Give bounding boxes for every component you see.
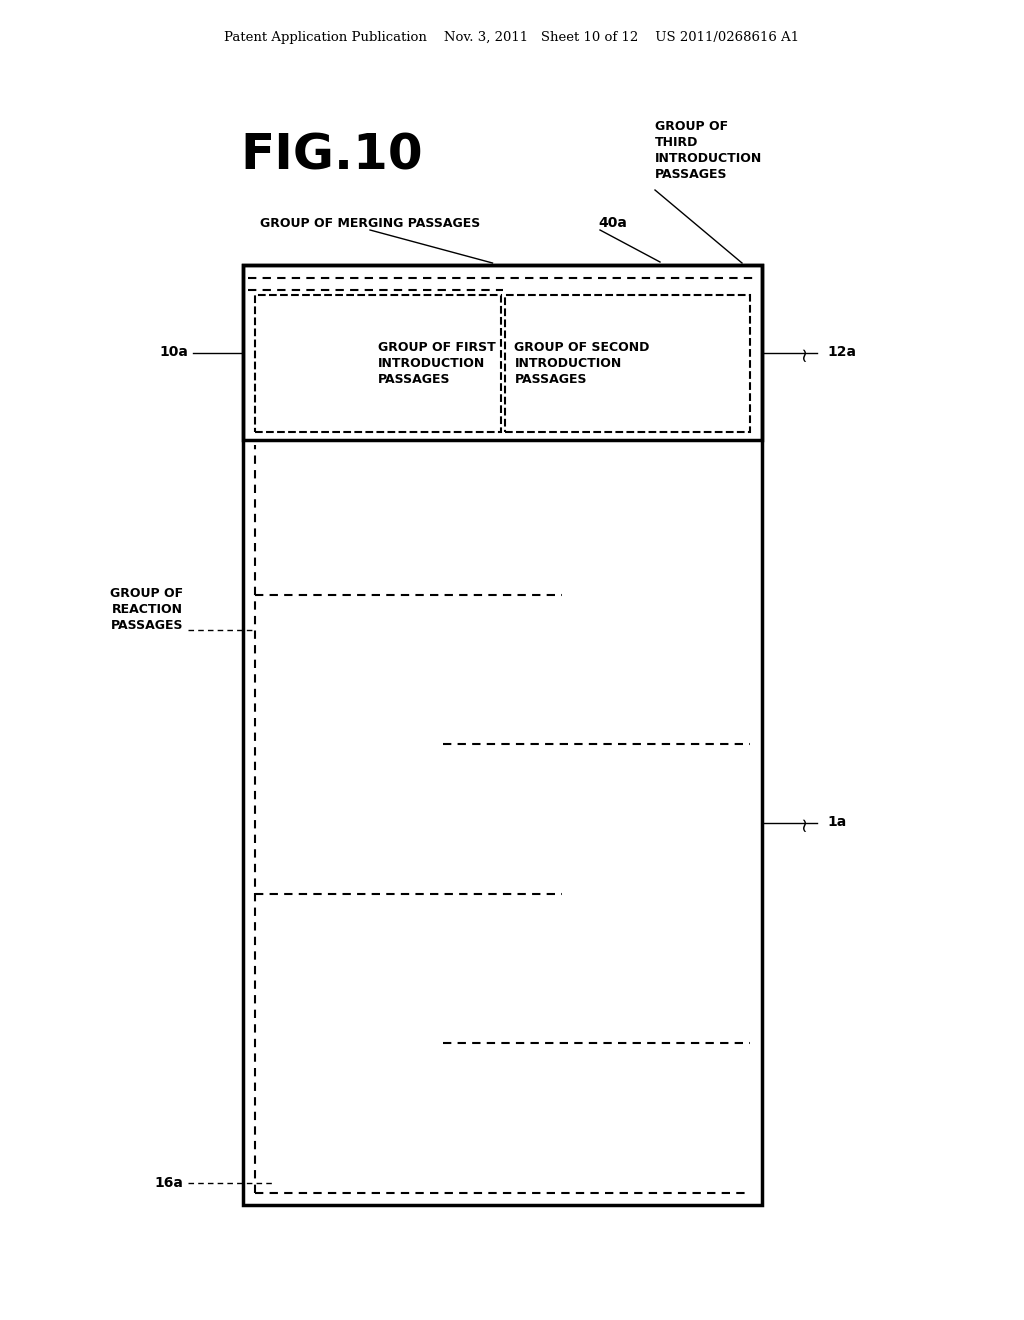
- Text: 16a: 16a: [155, 1176, 183, 1191]
- Text: 1a: 1a: [827, 816, 846, 829]
- Text: GROUP OF SECOND
INTRODUCTION
PASSAGES: GROUP OF SECOND INTRODUCTION PASSAGES: [514, 341, 650, 385]
- Text: 40a: 40a: [598, 216, 627, 230]
- Text: Patent Application Publication    Nov. 3, 2011   Sheet 10 of 12    US 2011/02686: Patent Application Publication Nov. 3, 2…: [224, 32, 800, 45]
- Text: GROUP OF FIRST
INTRODUCTION
PASSAGES: GROUP OF FIRST INTRODUCTION PASSAGES: [378, 341, 496, 385]
- Bar: [255, 294, 501, 432]
- Bar: [243, 265, 762, 440]
- Text: GROUP OF MERGING PASSAGES: GROUP OF MERGING PASSAGES: [260, 216, 480, 230]
- Text: GROUP OF
THIRD
INTRODUCTION
PASSAGES: GROUP OF THIRD INTRODUCTION PASSAGES: [655, 120, 762, 181]
- Text: FIG.10: FIG.10: [240, 131, 423, 180]
- Text: 10a: 10a: [159, 346, 188, 359]
- Text: ~: ~: [795, 345, 813, 360]
- Text: ~: ~: [795, 814, 813, 830]
- Bar: [243, 265, 762, 1205]
- Text: 12a: 12a: [827, 346, 856, 359]
- Bar: [505, 294, 750, 432]
- Text: GROUP OF
REACTION
PASSAGES: GROUP OF REACTION PASSAGES: [110, 587, 183, 632]
